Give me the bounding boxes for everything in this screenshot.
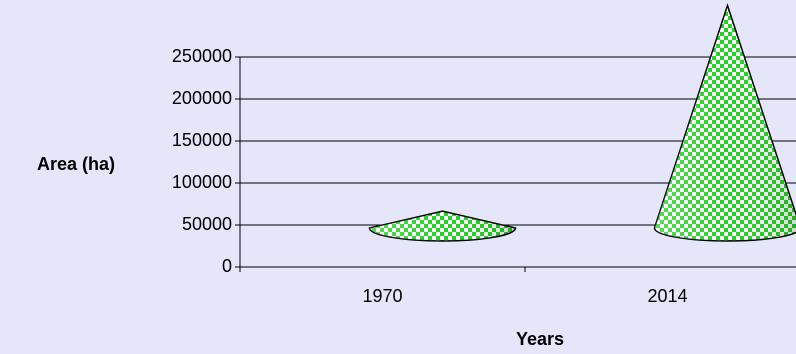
y-tick-label: 200000 — [172, 88, 232, 108]
x-axis-title: Years — [516, 329, 564, 349]
y-tick-label: 100000 — [172, 172, 232, 192]
cone-shade — [369, 211, 516, 241]
cone-shade — [654, 5, 796, 241]
y-tick-label: 0 — [222, 256, 232, 276]
y-tick-label: 50000 — [182, 214, 232, 234]
y-axis-title: Area (ha) — [37, 154, 115, 174]
y-tick-label: 150000 — [172, 130, 232, 150]
y-tick-label: 250000 — [172, 46, 232, 66]
x-tick-label: 1970 — [362, 286, 402, 306]
x-tick-label: 2014 — [647, 286, 687, 306]
